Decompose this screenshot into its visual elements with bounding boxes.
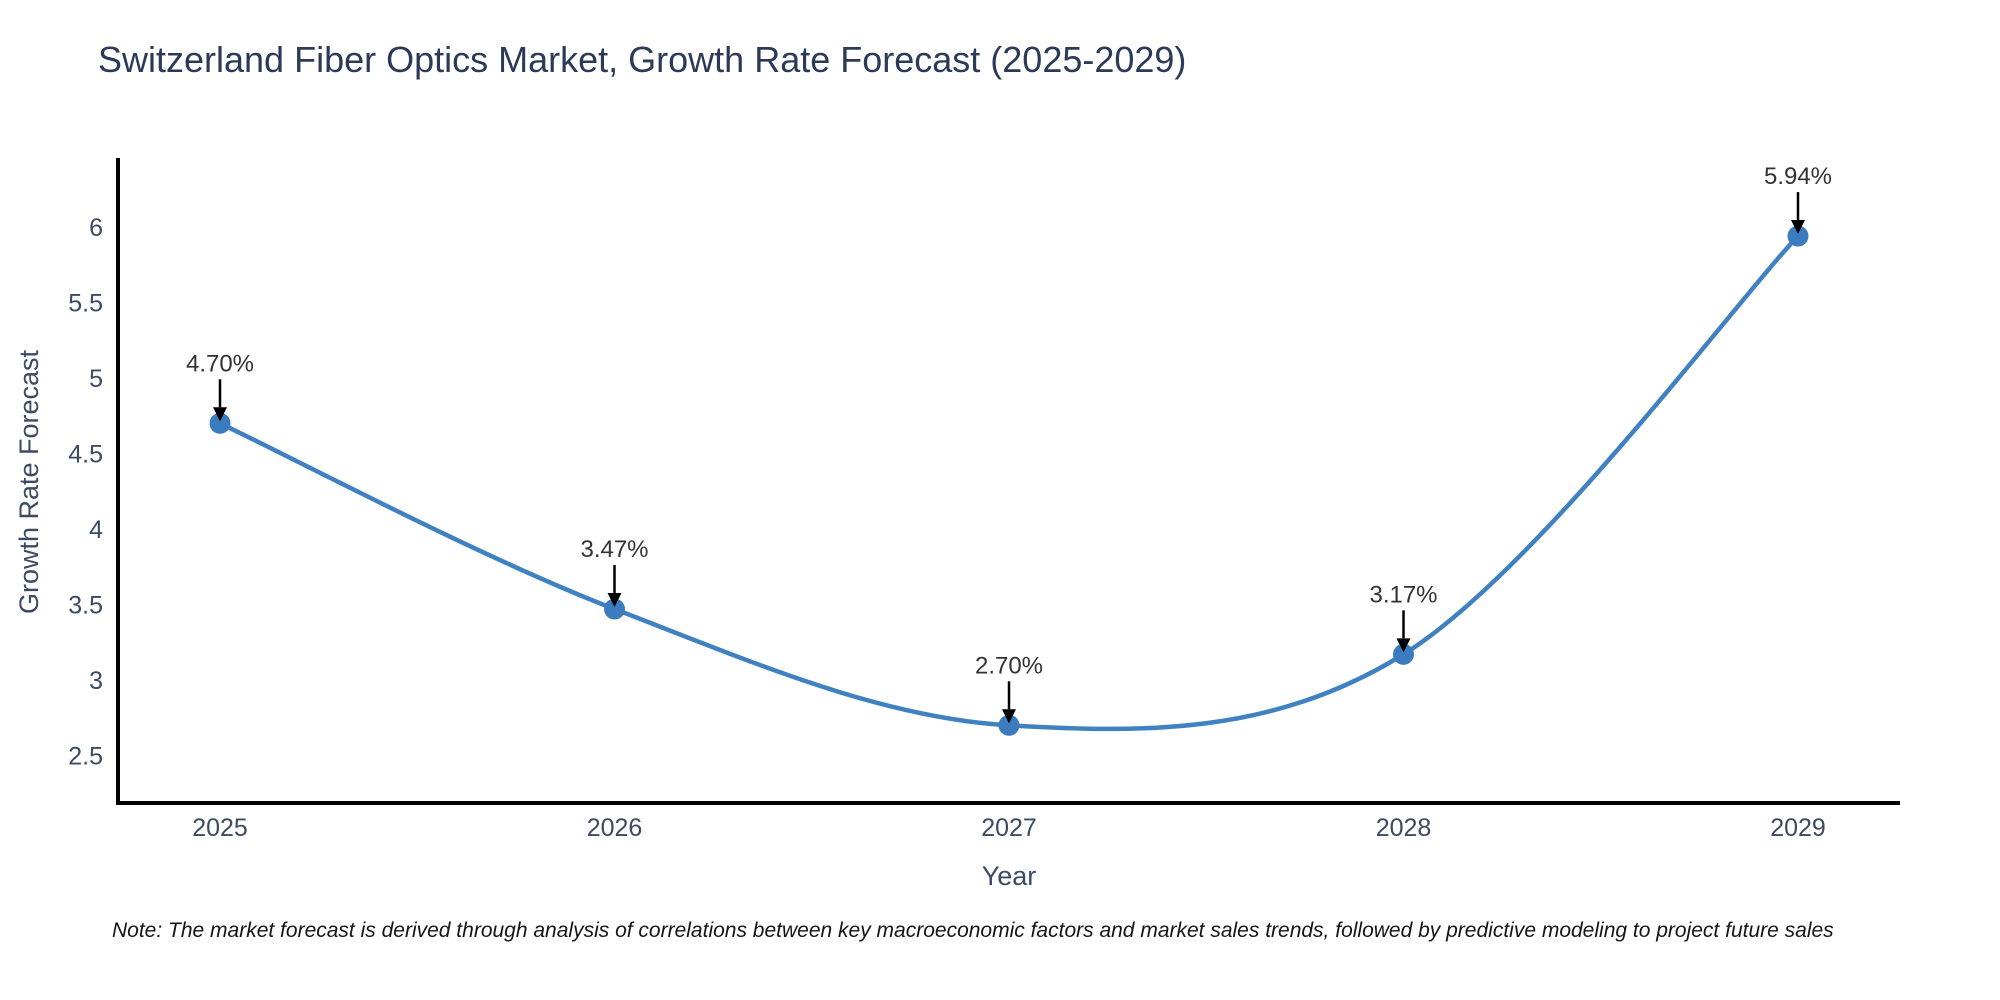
x-tick-label: 2028	[1376, 814, 1432, 842]
y-tick-label: 5.5	[68, 290, 103, 318]
data-point-marker	[209, 412, 231, 434]
annotation-arrow-head	[1396, 638, 1411, 653]
point-value-label: 2.70%	[975, 652, 1043, 679]
data-point-marker	[998, 714, 1020, 736]
x-tick-label: 2026	[587, 814, 643, 842]
annotation-arrow-head	[1002, 709, 1016, 724]
data-point-marker	[604, 598, 625, 620]
y-tick-label: 4	[89, 516, 103, 544]
growth-rate-line	[217, 233, 1801, 732]
point-value-label: 3.47%	[580, 536, 648, 563]
annotation-arrow-head	[1791, 220, 1805, 235]
annotation-arrow-head	[213, 407, 227, 422]
point-value-label: 4.70%	[186, 350, 254, 377]
data-point-marker	[1787, 225, 1809, 247]
annotation-arrow-head	[607, 593, 622, 608]
y-tick-label: 5	[89, 365, 103, 393]
point-value-label: 3.17%	[1369, 581, 1437, 608]
data-point-marker	[1393, 643, 1414, 665]
y-tick-label: 6	[89, 214, 103, 242]
chart-layer: 2.5 3 3.5 4 4.5 5 5.5 6 2025 2026 2027 2028 2029 4.70…	[68, 158, 1900, 842]
x-tick-label: 2029	[1770, 814, 1826, 842]
point-value-label: 5.94%	[1764, 163, 1832, 190]
y-tick-label: 3	[89, 667, 103, 695]
x-axis-title: Year	[982, 861, 1037, 891]
y-tick-label: 3.5	[68, 592, 103, 620]
x-tick-label: 2025	[192, 814, 248, 842]
x-tick-label: 2027	[981, 814, 1037, 842]
y-axis-title: Growth Rate Forecast	[14, 349, 44, 614]
chart-title: Switzerland Fiber Optics Market, Growth …	[98, 39, 1187, 80]
y-tick-label: 2.5	[68, 743, 103, 771]
y-tick-label: 4.5	[68, 441, 103, 469]
footnote: Note: The market forecast is derived thr…	[112, 919, 1834, 942]
